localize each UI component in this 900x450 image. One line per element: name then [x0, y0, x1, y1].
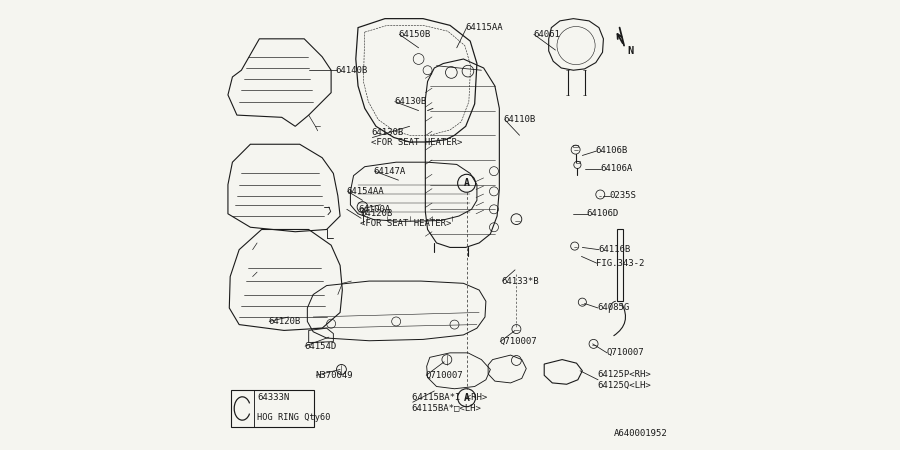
- Text: 0235S: 0235S: [609, 191, 636, 200]
- Text: 64106D: 64106D: [587, 209, 619, 218]
- Text: 64085G: 64085G: [597, 303, 629, 312]
- Text: 64120B: 64120B: [268, 317, 301, 326]
- Text: 64115AA: 64115AA: [465, 23, 503, 32]
- Text: 64133*B: 64133*B: [501, 277, 539, 286]
- Text: 64154D: 64154D: [304, 342, 337, 351]
- Text: 64116B: 64116B: [598, 245, 630, 254]
- Text: 64125P<RH>
64125Q<LH>: 64125P<RH> 64125Q<LH>: [597, 370, 651, 389]
- Text: 64130B: 64130B: [394, 97, 427, 106]
- Text: 64140B: 64140B: [336, 66, 368, 75]
- Text: 64106B: 64106B: [596, 147, 628, 156]
- Text: 64154AA: 64154AA: [346, 187, 384, 196]
- Text: 64106A: 64106A: [600, 164, 633, 173]
- Text: FIG.343-2: FIG.343-2: [596, 259, 644, 268]
- Text: 64110B: 64110B: [504, 115, 536, 124]
- Text: A: A: [464, 393, 470, 403]
- Text: N370049: N370049: [315, 371, 353, 380]
- Text: 64333N: 64333N: [257, 393, 289, 402]
- Text: 64115BA*I <RH>
64115BA*□<LH>: 64115BA*I <RH> 64115BA*□<LH>: [412, 392, 487, 412]
- Text: 64120B
<FOR SEAT HEATER>: 64120B <FOR SEAT HEATER>: [360, 208, 452, 228]
- Text: HOG RING Qty60: HOG RING Qty60: [257, 413, 330, 422]
- Text: 64150B: 64150B: [399, 30, 431, 39]
- Text: Q710007: Q710007: [426, 371, 463, 380]
- Text: Q710007: Q710007: [500, 337, 537, 346]
- Text: A640001952: A640001952: [614, 429, 668, 438]
- Text: N: N: [627, 45, 634, 55]
- Text: 64100A: 64100A: [358, 205, 391, 214]
- Text: Q710007: Q710007: [606, 348, 644, 357]
- Text: 64061: 64061: [533, 30, 560, 39]
- Text: A: A: [464, 178, 470, 188]
- Text: 64130B
<FOR SEAT HEATER>: 64130B <FOR SEAT HEATER>: [372, 128, 463, 147]
- Text: 64147A: 64147A: [374, 166, 406, 176]
